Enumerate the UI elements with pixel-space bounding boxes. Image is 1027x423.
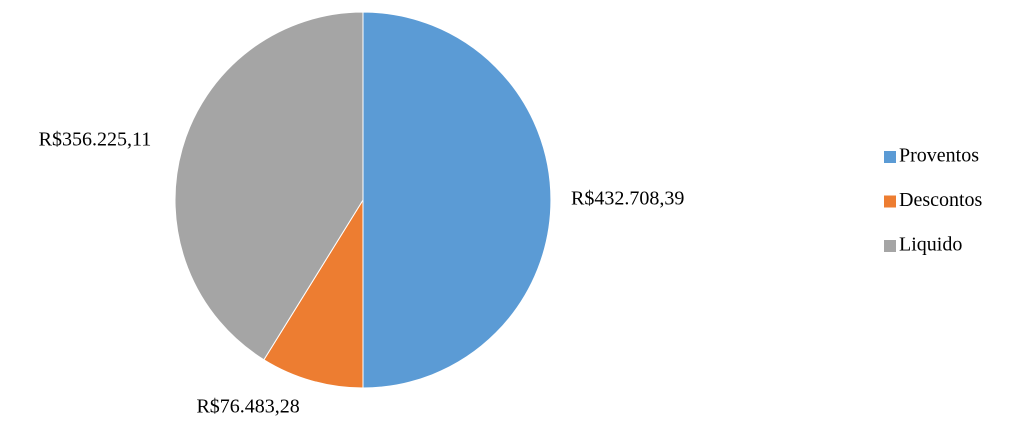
legend-swatch xyxy=(884,195,896,208)
legend-label: Descontos xyxy=(899,189,983,211)
pie-slice xyxy=(174,11,364,361)
data-label: R$356.225,11 xyxy=(39,128,152,150)
legend-label: Liquido xyxy=(899,234,962,256)
legend-swatch xyxy=(884,240,896,252)
data-label: R$76.483,28 xyxy=(196,395,299,417)
legend-swatch xyxy=(884,151,896,163)
legend-label: Proventos xyxy=(899,145,979,167)
pie-slice xyxy=(263,198,364,389)
pie-slice xyxy=(362,11,552,389)
data-label: R$432.708,39 xyxy=(571,188,684,210)
